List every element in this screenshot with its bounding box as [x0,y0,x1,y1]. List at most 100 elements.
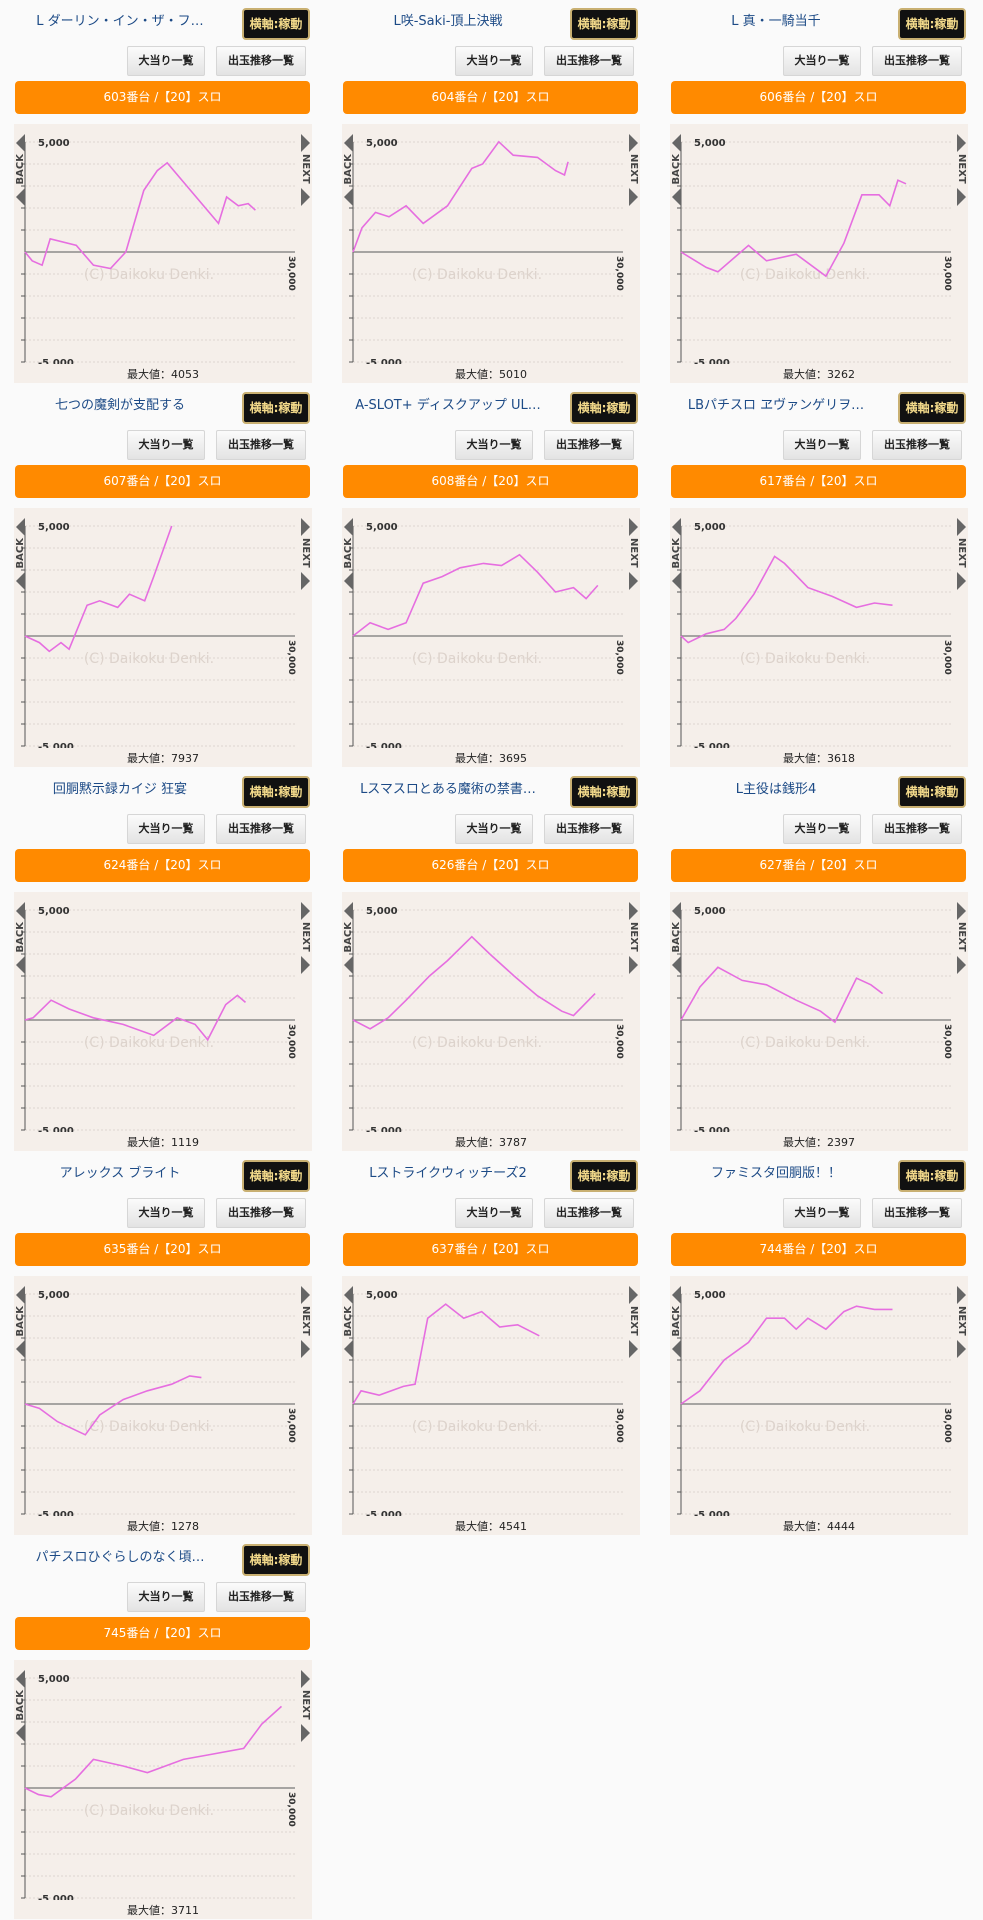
next-arrow-icon[interactable] [629,1340,638,1358]
next-arrow-icon[interactable] [957,956,966,974]
jackpot-list-button[interactable]: 大当り一覧 [783,1198,861,1228]
machine-title[interactable]: 七つの魔剣が支配する [54,398,185,413]
x-axis-mode-button[interactable]: 横軸:稼動 [570,8,638,40]
back-arrow-icon[interactable] [344,1340,353,1358]
next-arrow-icon[interactable] [629,902,638,920]
back-arrow-icon[interactable] [344,1286,353,1304]
back-arrow-icon[interactable] [16,134,25,152]
jackpot-list-button[interactable]: 大当り一覧 [455,430,533,460]
back-arrow-icon[interactable] [344,572,353,590]
back-arrow-icon[interactable] [672,188,681,206]
next-arrow-icon[interactable] [957,1286,966,1304]
x-axis-mode-button[interactable]: 横軸:稼動 [242,1160,310,1192]
x-axis-mode-button[interactable]: 横軸:稼動 [898,776,966,808]
payout-trend-list-button[interactable]: 出玉推移一覧 [216,46,306,76]
machine-title[interactable]: L ダーリン・イン・ザ・フ… [36,14,204,29]
next-label[interactable]: NEXT [300,1306,311,1336]
jackpot-list-button[interactable]: 大当り一覧 [783,46,861,76]
back-label[interactable]: BACK [343,154,354,185]
payout-trend-list-button[interactable]: 出玉推移一覧 [216,430,306,460]
payout-trend-list-button[interactable]: 出玉推移一覧 [872,46,962,76]
next-arrow-icon[interactable] [301,902,310,920]
next-arrow-icon[interactable] [301,518,310,536]
next-arrow-icon[interactable] [629,518,638,536]
payout-trend-list-button[interactable]: 出玉推移一覧 [544,430,634,460]
payout-trend-list-button[interactable]: 出玉推移一覧 [544,46,634,76]
next-arrow-icon[interactable] [301,1724,310,1742]
next-arrow-icon[interactable] [629,134,638,152]
next-arrow-icon[interactable] [629,188,638,206]
next-label[interactable]: NEXT [956,538,967,568]
payout-trend-list-button[interactable]: 出玉推移一覧 [544,1198,634,1228]
machine-title[interactable]: Lストライクウィッチーズ2 [369,1166,527,1181]
next-label[interactable]: NEXT [300,154,311,184]
x-axis-mode-button[interactable]: 横軸:稼動 [570,1160,638,1192]
x-axis-mode-button[interactable]: 横軸:稼動 [570,776,638,808]
next-arrow-icon[interactable] [301,1670,310,1688]
back-arrow-icon[interactable] [16,956,25,974]
payout-trend-list-button[interactable]: 出玉推移一覧 [216,1582,306,1612]
x-axis-mode-button[interactable]: 横軸:稼動 [898,8,966,40]
back-arrow-icon[interactable] [672,956,681,974]
back-arrow-icon[interactable] [672,572,681,590]
jackpot-list-button[interactable]: 大当り一覧 [455,814,533,844]
jackpot-list-button[interactable]: 大当り一覧 [783,814,861,844]
next-label[interactable]: NEXT [628,1306,639,1336]
next-arrow-icon[interactable] [301,1286,310,1304]
next-label[interactable]: NEXT [956,154,967,184]
back-label[interactable]: BACK [15,538,26,569]
back-label[interactable]: BACK [671,1306,682,1337]
back-arrow-icon[interactable] [672,902,681,920]
next-label[interactable]: NEXT [956,922,967,952]
machine-title[interactable]: Lスマスロとある魔術の禁書… [360,782,536,797]
back-label[interactable]: BACK [15,1306,26,1337]
jackpot-list-button[interactable]: 大当り一覧 [127,430,205,460]
back-label[interactable]: BACK [15,1690,26,1721]
payout-trend-list-button[interactable]: 出玉推移一覧 [544,814,634,844]
x-axis-mode-button[interactable]: 横軸:稼動 [242,8,310,40]
back-arrow-icon[interactable] [344,518,353,536]
jackpot-list-button[interactable]: 大当り一覧 [127,1198,205,1228]
next-label[interactable]: NEXT [300,538,311,568]
next-arrow-icon[interactable] [957,134,966,152]
next-arrow-icon[interactable] [301,956,310,974]
next-arrow-icon[interactable] [957,902,966,920]
next-arrow-icon[interactable] [957,572,966,590]
back-label[interactable]: BACK [15,154,26,185]
machine-title[interactable]: アレックス ブライト [59,1166,181,1181]
machine-title[interactable]: LBパチスロ ヱヴァンゲリヲ… [687,398,865,413]
next-arrow-icon[interactable] [301,572,310,590]
payout-trend-list-button[interactable]: 出玉推移一覧 [216,1198,306,1228]
next-arrow-icon[interactable] [629,956,638,974]
x-axis-mode-button[interactable]: 横軸:稼動 [570,392,638,424]
back-arrow-icon[interactable] [16,1286,25,1304]
next-arrow-icon[interactable] [301,1340,310,1358]
payout-trend-list-button[interactable]: 出玉推移一覧 [872,1198,962,1228]
jackpot-list-button[interactable]: 大当り一覧 [127,46,205,76]
back-label[interactable]: BACK [343,922,354,953]
back-label[interactable]: BACK [671,922,682,953]
next-arrow-icon[interactable] [301,134,310,152]
back-arrow-icon[interactable] [672,1340,681,1358]
jackpot-list-button[interactable]: 大当り一覧 [455,46,533,76]
next-label[interactable]: NEXT [300,1690,311,1720]
back-label[interactable]: BACK [671,538,682,569]
jackpot-list-button[interactable]: 大当り一覧 [455,1198,533,1228]
payout-trend-list-button[interactable]: 出玉推移一覧 [216,814,306,844]
back-arrow-icon[interactable] [16,1724,25,1742]
jackpot-list-button[interactable]: 大当り一覧 [783,430,861,460]
back-arrow-icon[interactable] [16,188,25,206]
back-arrow-icon[interactable] [16,902,25,920]
machine-title[interactable]: L主役は銭形4 [735,782,817,797]
machine-title[interactable]: パチスロひぐらしのなく頃… [35,1550,205,1565]
back-label[interactable]: BACK [343,1306,354,1337]
machine-title[interactable]: L 真・一騎当千 [731,14,821,29]
back-arrow-icon[interactable] [16,1670,25,1688]
next-arrow-icon[interactable] [301,188,310,206]
machine-title[interactable]: 回胴黙示録カイジ 狂宴 [52,782,188,797]
back-arrow-icon[interactable] [344,188,353,206]
x-axis-mode-button[interactable]: 横軸:稼動 [242,392,310,424]
back-label[interactable]: BACK [343,538,354,569]
next-arrow-icon[interactable] [629,1286,638,1304]
jackpot-list-button[interactable]: 大当り一覧 [127,814,205,844]
